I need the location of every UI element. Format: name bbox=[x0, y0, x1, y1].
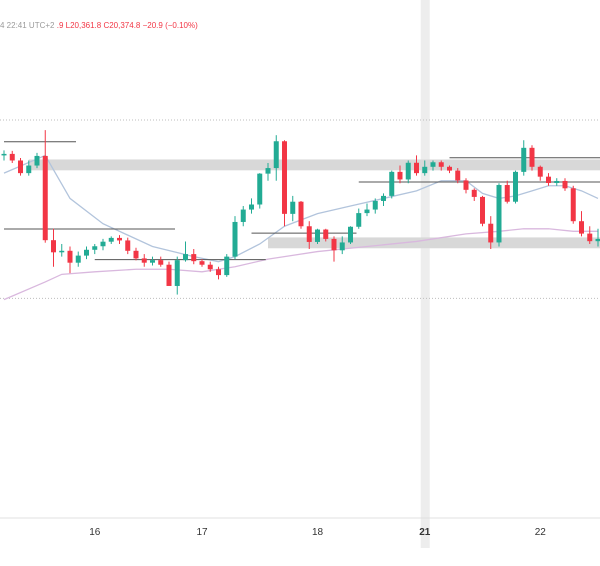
candle-body bbox=[315, 229, 320, 242]
candle-body bbox=[397, 171, 403, 180]
candle-body bbox=[59, 250, 65, 253]
candle-body bbox=[273, 141, 279, 169]
candle-body bbox=[504, 185, 510, 202]
candle-body bbox=[207, 264, 213, 270]
ma-fast-line bbox=[3, 154, 599, 263]
candle-body bbox=[513, 171, 518, 202]
candle-body bbox=[455, 170, 461, 181]
candle-body bbox=[257, 173, 263, 205]
zones-layer bbox=[28, 159, 600, 249]
x-tick-label: 21 bbox=[419, 527, 431, 538]
candle-body bbox=[595, 238, 600, 242]
candle-body bbox=[537, 166, 543, 177]
time-axis: 16 17 18 21 22 bbox=[89, 527, 546, 538]
candle-body bbox=[224, 256, 230, 276]
candle-body bbox=[26, 165, 32, 174]
candle-body bbox=[381, 195, 386, 201]
ohlc-header: 4 22:41 UTC+2 .9 L20,361.8 C20,374.8 −20… bbox=[0, 21, 198, 30]
candle-body bbox=[290, 201, 296, 214]
candle-body bbox=[232, 221, 238, 257]
header-close: C20,374.8 bbox=[103, 21, 141, 30]
candle-body bbox=[125, 240, 131, 251]
candle-body bbox=[438, 162, 444, 167]
candle-body bbox=[570, 188, 576, 222]
candle-body bbox=[158, 260, 164, 265]
candle-body bbox=[183, 254, 188, 261]
candle-body bbox=[546, 176, 551, 183]
candle-body bbox=[405, 162, 411, 180]
candle-body bbox=[488, 223, 494, 243]
candle-body bbox=[471, 189, 477, 197]
candle-body bbox=[372, 200, 378, 210]
header-time: 4 22:41 UTC+2 bbox=[0, 21, 55, 30]
candle-body bbox=[480, 196, 485, 224]
candle-body bbox=[84, 249, 89, 256]
candle-body bbox=[51, 240, 56, 253]
candle-body bbox=[430, 162, 436, 167]
candle-body bbox=[34, 155, 40, 166]
candle-body bbox=[1, 153, 7, 156]
candle-body bbox=[141, 258, 147, 263]
candle-body bbox=[323, 229, 329, 239]
candle-body bbox=[422, 166, 428, 174]
candle-body bbox=[331, 238, 337, 251]
candle-body bbox=[447, 166, 452, 171]
candle-body bbox=[249, 204, 254, 210]
candle-body bbox=[67, 250, 73, 263]
candle-body bbox=[117, 237, 122, 241]
candle-body bbox=[463, 180, 469, 190]
candle-body bbox=[199, 261, 205, 265]
moving-averages-layer bbox=[3, 154, 599, 301]
candle-body bbox=[306, 226, 312, 242]
resistance-zone bbox=[28, 159, 600, 171]
candle-body bbox=[339, 242, 345, 251]
candle-body bbox=[100, 241, 106, 247]
candle-body bbox=[521, 147, 527, 172]
candle-body bbox=[298, 201, 304, 227]
candle-body bbox=[133, 250, 139, 259]
header-low: L20,361.8 bbox=[65, 21, 102, 30]
candle-body bbox=[579, 221, 584, 234]
candle-body bbox=[529, 147, 535, 167]
candle-body bbox=[166, 264, 172, 286]
candle-body bbox=[42, 155, 48, 241]
candle-body bbox=[562, 180, 568, 189]
candle-body bbox=[75, 255, 81, 263]
candle-body bbox=[92, 246, 98, 250]
candle-body bbox=[496, 185, 502, 243]
candle-body bbox=[240, 209, 246, 222]
candle-body bbox=[282, 141, 287, 214]
candles-layer bbox=[1, 130, 600, 295]
header-open: .9 bbox=[56, 21, 64, 30]
header-change: −20.9 (−0.10%) bbox=[142, 21, 198, 30]
candle-body bbox=[18, 160, 23, 174]
candle-body bbox=[191, 254, 197, 262]
candle-body bbox=[389, 171, 395, 196]
x-tick-label: 18 bbox=[312, 527, 324, 538]
candle-body bbox=[174, 260, 180, 286]
x-tick-label: 16 bbox=[89, 527, 101, 538]
candle-body bbox=[265, 168, 271, 174]
candle-body bbox=[554, 180, 560, 183]
candle-body bbox=[356, 213, 362, 227]
candle-body bbox=[414, 162, 419, 174]
support-zone bbox=[268, 237, 600, 249]
candle-body bbox=[216, 269, 221, 276]
x-tick-label: 22 bbox=[535, 527, 547, 538]
session-band-layer bbox=[420, 0, 430, 548]
candle-body bbox=[364, 209, 370, 214]
candle-body bbox=[587, 233, 593, 242]
ma-slow-line bbox=[3, 228, 598, 301]
candle-body bbox=[108, 237, 114, 242]
candle-body bbox=[9, 153, 15, 161]
candle-body bbox=[150, 260, 155, 263]
session-break-band bbox=[420, 0, 430, 548]
candle-body bbox=[348, 226, 353, 243]
dotted-levels-layer bbox=[0, 119, 600, 299]
x-tick-label: 17 bbox=[196, 527, 208, 538]
